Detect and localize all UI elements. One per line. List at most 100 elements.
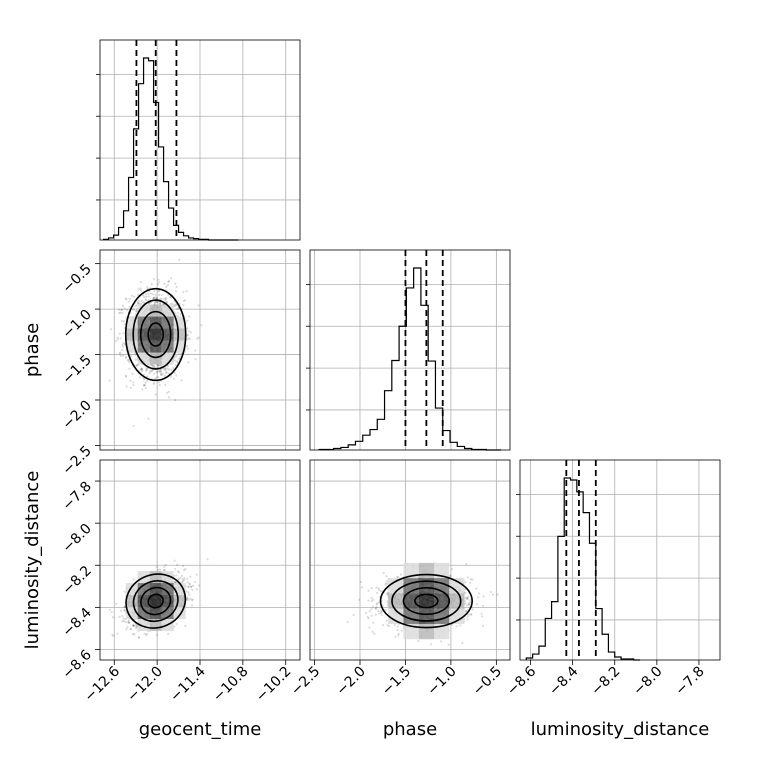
sample-point [173, 559, 176, 562]
sample-point [154, 301, 157, 304]
sample-point [121, 620, 124, 623]
sample-point [491, 593, 494, 596]
sample-point [181, 580, 184, 584]
sample-point [167, 396, 170, 399]
sample-point [108, 608, 111, 611]
hist-luminosity_distance-grid [520, 460, 720, 660]
density-cell [388, 578, 404, 594]
density-cell [403, 562, 419, 579]
sample-point [185, 290, 188, 293]
sample-point [164, 563, 167, 567]
sample-point [164, 366, 167, 369]
sample-point [184, 567, 187, 571]
density-cell [449, 593, 465, 609]
sample-point [148, 372, 151, 375]
sample-point [135, 304, 138, 307]
contour-1 [139, 310, 172, 359]
sample-point [189, 585, 193, 588]
sample-point [123, 609, 126, 612]
sample-point [171, 302, 174, 305]
sample-point [118, 332, 121, 335]
density-cell [418, 593, 434, 609]
sample-point [173, 371, 176, 375]
density-cell [137, 304, 150, 317]
y-tick-label-luminosity_distance-2: −8.2 [59, 563, 94, 598]
sample-point [122, 320, 125, 323]
sample-point [368, 610, 371, 613]
sample-point [496, 593, 499, 596]
sample-point [186, 334, 189, 337]
sample-point [375, 603, 378, 606]
sample-point [153, 290, 156, 293]
sample-point [122, 342, 125, 345]
sample-point [379, 610, 383, 613]
sample-point [371, 605, 374, 608]
x-tick-label-luminosity_distance-3: −8.0 [630, 664, 665, 699]
x-tick-label-luminosity_distance-1: −8.4 [546, 663, 581, 698]
sample-point [164, 371, 168, 374]
sample-point [197, 336, 200, 339]
sample-point [167, 280, 171, 283]
sample-point [137, 288, 140, 291]
sample-point [130, 294, 134, 297]
sample-point [97, 323, 99, 325]
sample-point [122, 332, 125, 335]
x-tick-label-phase-1: −2.0 [333, 664, 368, 699]
sample-point [118, 352, 121, 355]
y-tick-label-phase-4: −0.5 [59, 261, 94, 296]
density-cell [434, 623, 450, 640]
sample-point [186, 597, 189, 600]
sample-point [367, 599, 370, 602]
sample-point [170, 277, 173, 280]
sample-point [137, 636, 141, 639]
sample-point [387, 624, 391, 628]
sample-point [132, 624, 136, 628]
sample-point [182, 564, 185, 568]
sample-point [144, 381, 147, 384]
x-tick-label-phase-2: −1.5 [379, 664, 414, 699]
sample-point [150, 283, 153, 286]
sample-point [167, 280, 170, 283]
hist2d-geocent_time-phase-grid [100, 250, 300, 450]
sample-point [173, 304, 176, 307]
sample-point [429, 643, 432, 646]
sample-point [153, 381, 156, 384]
sample-point [187, 361, 190, 364]
sample-point [396, 628, 399, 632]
density-cell [403, 593, 419, 609]
sample-point [174, 398, 177, 402]
sample-point [378, 612, 381, 615]
sample-point [108, 379, 111, 382]
contour-3 [124, 287, 187, 382]
sample-point [186, 581, 189, 584]
x-tick-label-luminosity_distance-4: −7.8 [672, 664, 707, 699]
sample-point [127, 620, 130, 623]
x-tick-label-geocent_time-2: −11.4 [167, 663, 209, 705]
sample-point [109, 328, 113, 331]
sample-point [136, 293, 140, 296]
sample-point [153, 372, 156, 375]
sample-point [166, 367, 169, 370]
x-axis-label-2: luminosity_distance [531, 719, 710, 740]
hist-luminosity_distance-frame [519, 459, 721, 661]
sample-point [169, 296, 172, 299]
sample-point [468, 603, 471, 606]
sample-point [125, 355, 128, 358]
y-tick-label-phase-2: −1.5 [59, 352, 94, 387]
sample-point [176, 563, 179, 567]
sample-point [145, 369, 148, 372]
sample-point [117, 338, 120, 341]
scatter-geocent_time-luminosity_distance [108, 558, 209, 639]
sample-point [186, 333, 189, 337]
sample-point [372, 598, 375, 601]
sample-point [451, 567, 454, 571]
sample-point [186, 338, 189, 341]
sample-point [151, 364, 155, 367]
sample-point [167, 632, 170, 636]
sample-point [152, 296, 155, 299]
sample-point [129, 627, 132, 631]
density-cell [137, 352, 150, 365]
sample-point [475, 603, 479, 606]
sample-point [126, 626, 129, 629]
y-axis-label-0: phase [22, 323, 43, 377]
